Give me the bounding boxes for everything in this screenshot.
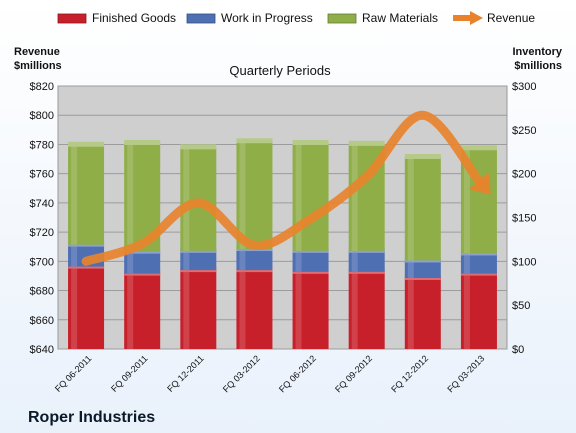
finished-goods-bar-highlight	[463, 273, 470, 349]
legend-swatch	[186, 13, 216, 24]
left-tick-label: $800	[30, 110, 54, 122]
work-in-progress-bar-highlight	[463, 253, 470, 274]
left-tick-label: $780	[30, 139, 54, 151]
left-tick-label: $760	[30, 169, 54, 181]
right-tick-label: $250	[512, 125, 536, 137]
raw-materials-bar-highlight	[127, 142, 134, 252]
legend-swatch	[57, 13, 87, 24]
right-tick-label: $100	[512, 256, 536, 268]
work-in-progress-bar-highlight	[407, 260, 414, 278]
x-axis: FQ 06-2011 FQ 09-2011 FQ 12-2011 FQ 03-2012…	[53, 353, 486, 394]
chart-title: Quarterly Periods	[229, 63, 331, 78]
raw-materials-bar-highlight	[295, 142, 302, 251]
x-tick-label: FQ 06-2011	[53, 353, 94, 394]
finished-goods-bar-highlight	[295, 271, 302, 349]
work-in-progress-bar-highlight	[351, 250, 358, 272]
left-tick-label: $680	[30, 286, 54, 298]
raw-materials-bar-cap	[180, 144, 217, 150]
revenue-line	[81, 110, 484, 266]
right-tick-label: $50	[512, 300, 530, 312]
raw-materials-bar-cap	[460, 145, 497, 151]
company-name: Roper Industries	[28, 409, 155, 426]
raw-materials-bar-highlight	[71, 144, 78, 245]
right-tick-label: $200	[512, 169, 536, 181]
raw-materials-bar-cap	[68, 141, 105, 147]
left-tick-label: $640	[30, 344, 54, 356]
right-axis-title-line1: Inventory	[512, 46, 562, 58]
legend-swatch	[327, 13, 357, 24]
raw-materials-bar-highlight	[351, 143, 358, 251]
left-tick-label: $660	[30, 315, 54, 327]
left-tick-label: $720	[30, 227, 54, 239]
right-tick-label: $300	[512, 81, 536, 93]
raw-materials-bar-cap	[292, 139, 329, 145]
right-axis: $0 $50 $100 $150 $200 $250 $300	[512, 81, 536, 356]
x-tick-label: FQ 12-2011	[165, 353, 206, 394]
plot-area: $640 $660 $680 $700 $720 $740 $760 $780 $800 $820…	[30, 81, 537, 394]
finished-goods-bar-highlight	[71, 266, 78, 349]
work-in-progress-bar-highlight	[295, 250, 302, 272]
raw-materials-bar-highlight	[407, 157, 414, 261]
raw-materials-bar-cap	[236, 138, 273, 144]
left-tick-label: $740	[30, 198, 54, 210]
right-tick-label: $0	[512, 344, 524, 356]
work-in-progress-bar-highlight	[71, 244, 78, 267]
raw-materials-bar-cap	[124, 139, 161, 145]
raw-materials-bar-cap	[348, 140, 385, 146]
legend-label: Finished Goods	[92, 11, 176, 25]
work-in-progress-bar-highlight	[239, 249, 246, 271]
legend: Finished Goods Work in Progress Raw Materi…	[57, 11, 535, 25]
x-tick-label: FQ 03-2012	[221, 353, 262, 394]
right-axis-title-line2: $millions	[514, 60, 562, 72]
revenue-arrowhead	[469, 172, 491, 195]
revenue-line-group	[81, 110, 491, 266]
raw-materials-bar-highlight	[183, 147, 190, 251]
left-axis: $640 $660 $680 $700 $720 $740 $760 $780 $800 $820	[30, 81, 54, 356]
x-tick-label: FQ 09-2012	[333, 353, 374, 394]
legend-label: Raw Materials	[362, 11, 438, 25]
finished-goods-bar-highlight	[183, 270, 190, 349]
raw-materials-bar-highlight	[239, 141, 246, 250]
raw-materials-bar-cap	[404, 154, 441, 160]
work-in-progress-bar-highlight	[127, 251, 134, 274]
raw-materials-bar-highlight	[463, 148, 470, 254]
work-in-progress-bar-highlight	[183, 250, 190, 271]
left-tick-label: $820	[30, 81, 54, 93]
bars	[68, 138, 497, 349]
x-tick-label: FQ 03-2013	[445, 353, 486, 394]
x-tick-label: FQ 09-2011	[109, 353, 150, 394]
legend-arrow-swatch	[470, 11, 483, 25]
x-tick-label: FQ 06-2012	[277, 353, 318, 394]
finished-goods-bar-highlight	[127, 273, 134, 349]
left-tick-label: $700	[30, 256, 54, 268]
x-tick-label: FQ 12-2012	[389, 353, 430, 394]
finished-goods-bar-highlight	[239, 270, 246, 349]
legend-label: Revenue	[487, 11, 535, 25]
finished-goods-bar-highlight	[407, 277, 414, 349]
left-axis-title-line1: Revenue	[14, 46, 60, 58]
finished-goods-bar-highlight	[351, 271, 358, 349]
legend-label: Work in Progress	[221, 11, 313, 25]
left-axis-title-line2: $millions	[14, 60, 62, 72]
right-tick-label: $150	[512, 213, 536, 225]
